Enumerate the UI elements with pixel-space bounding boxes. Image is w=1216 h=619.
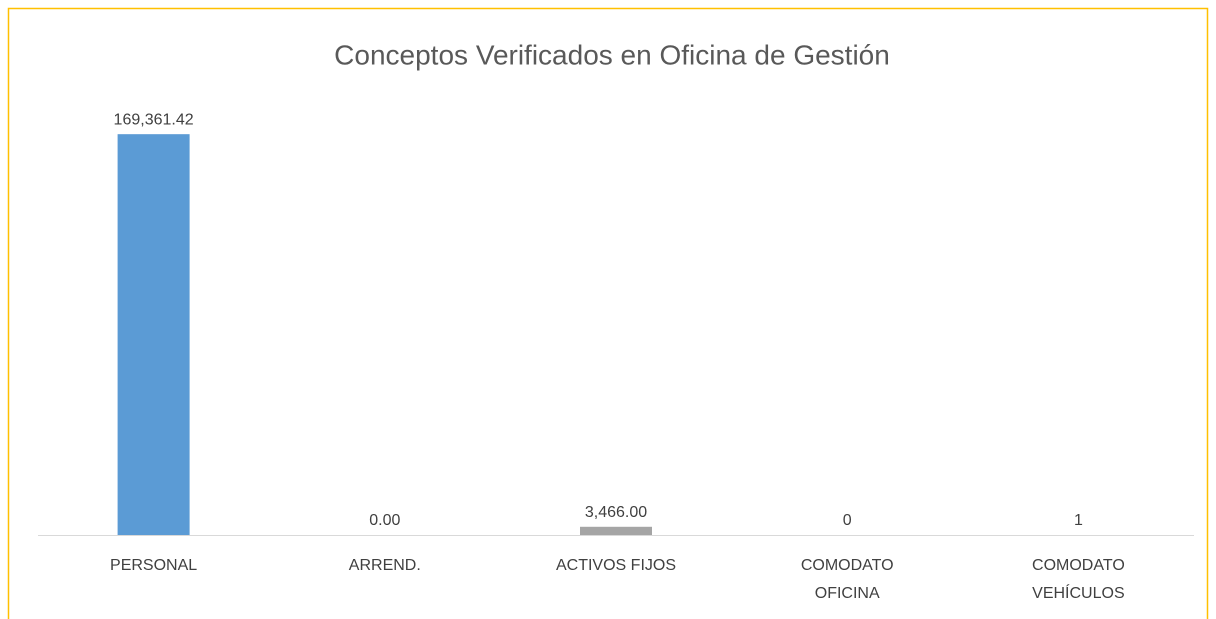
- data-label: 0.00: [369, 512, 400, 529]
- x-tick-label: PERSONAL: [110, 557, 197, 574]
- x-tick-label: COMODATO VEHÍCULOS: [1032, 557, 1125, 602]
- bar: [580, 526, 652, 535]
- data-label: 169,361.42: [114, 111, 194, 128]
- data-label: 3,466.00: [585, 504, 647, 521]
- bar: [117, 134, 190, 535]
- x-tick-label: ARREND.: [349, 557, 421, 574]
- chart-border: [7, 7, 1209, 619]
- chart-title: Conceptos Verificados en Oficina de Gest…: [334, 39, 890, 70]
- x-tick-label: COMODATO OFICINA: [801, 557, 894, 602]
- x-tick-label: ACTIVOS FIJOS: [556, 557, 676, 574]
- data-label: 1: [1074, 512, 1083, 529]
- data-label: 0: [843, 512, 852, 529]
